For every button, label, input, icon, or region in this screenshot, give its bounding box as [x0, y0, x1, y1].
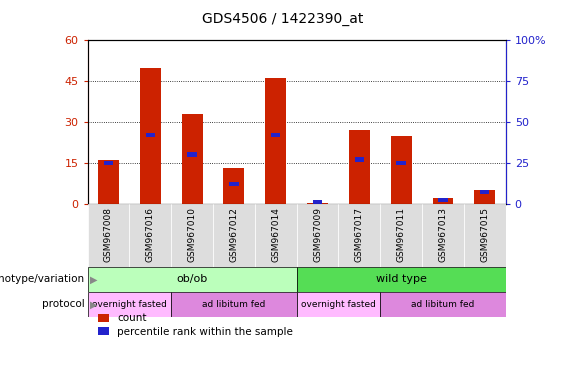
Text: GSM967008: GSM967008 [104, 207, 113, 262]
Bar [433, 198, 453, 204]
Bar [480, 190, 489, 194]
Text: genotype/variation: genotype/variation [0, 274, 85, 285]
FancyBboxPatch shape [464, 204, 506, 267]
Bar [171, 292, 297, 317]
FancyBboxPatch shape [297, 204, 338, 267]
Bar [224, 168, 244, 204]
FancyBboxPatch shape [380, 204, 422, 267]
Bar [397, 161, 406, 165]
Text: wild type: wild type [376, 274, 427, 285]
Bar [188, 152, 197, 157]
Bar [98, 160, 119, 204]
Text: ▶: ▶ [90, 274, 98, 285]
Text: GSM967016: GSM967016 [146, 207, 155, 262]
Text: ad libitum fed: ad libitum fed [411, 300, 475, 309]
Bar [88, 292, 171, 317]
Bar [88, 267, 297, 292]
FancyBboxPatch shape [88, 204, 129, 267]
Text: ▶: ▶ [90, 299, 98, 310]
Text: GSM967013: GSM967013 [438, 207, 447, 262]
Text: GSM967015: GSM967015 [480, 207, 489, 262]
FancyBboxPatch shape [213, 204, 255, 267]
Text: GSM967017: GSM967017 [355, 207, 364, 262]
FancyBboxPatch shape [338, 204, 380, 267]
Text: GSM967011: GSM967011 [397, 207, 406, 262]
Text: ad libitum fed: ad libitum fed [202, 300, 266, 309]
Bar [349, 130, 370, 204]
Bar [146, 133, 155, 137]
Bar [104, 161, 113, 165]
Text: GSM967009: GSM967009 [313, 207, 322, 262]
Text: GSM967012: GSM967012 [229, 207, 238, 262]
Bar [140, 68, 161, 204]
Text: overnight fasted: overnight fasted [301, 300, 376, 309]
Bar [297, 267, 506, 292]
Bar [266, 78, 286, 204]
Bar [313, 200, 322, 204]
Legend: count, percentile rank within the sample: count, percentile rank within the sample [98, 313, 293, 336]
FancyBboxPatch shape [171, 204, 213, 267]
Bar [182, 114, 202, 204]
Bar [391, 136, 412, 204]
FancyBboxPatch shape [422, 204, 464, 267]
Text: protocol: protocol [42, 299, 85, 310]
Bar [355, 157, 364, 162]
Text: ob/ob: ob/ob [176, 274, 208, 285]
Bar [438, 198, 447, 202]
Bar [380, 292, 506, 317]
Text: GSM967010: GSM967010 [188, 207, 197, 262]
Bar [307, 203, 328, 204]
Text: overnight fasted: overnight fasted [92, 300, 167, 309]
Text: GDS4506 / 1422390_at: GDS4506 / 1422390_at [202, 12, 363, 25]
Bar [297, 292, 380, 317]
Bar [229, 182, 238, 186]
FancyBboxPatch shape [129, 204, 171, 267]
Text: GSM967014: GSM967014 [271, 207, 280, 262]
FancyBboxPatch shape [255, 204, 297, 267]
Bar [475, 190, 496, 204]
Bar [271, 133, 280, 137]
